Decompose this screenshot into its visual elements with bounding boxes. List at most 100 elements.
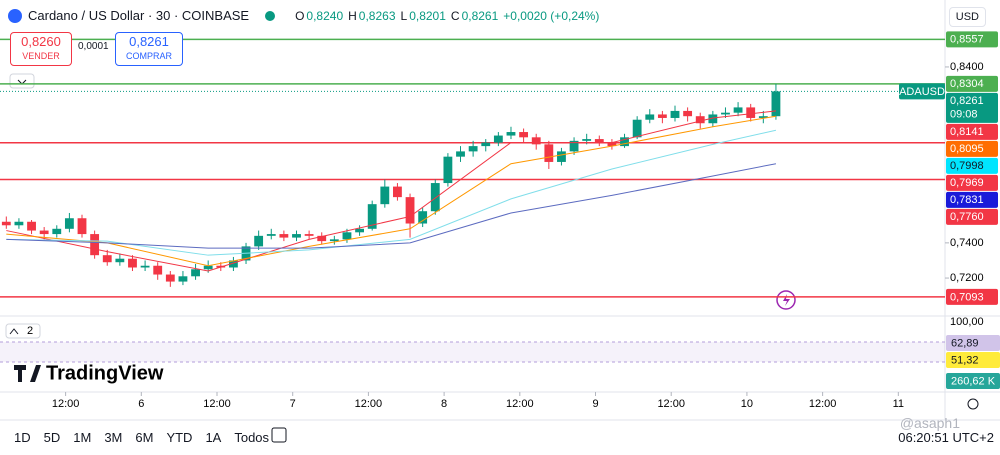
candle-body xyxy=(102,255,112,263)
price-tag xyxy=(946,123,998,140)
moving-average xyxy=(6,110,776,272)
moving-average xyxy=(6,129,777,256)
range-button[interactable]: 5D xyxy=(43,430,61,445)
price-tag xyxy=(946,174,998,191)
candle-body xyxy=(317,235,327,242)
currency[interactable]: USD xyxy=(948,7,986,27)
calendar-icon[interactable] xyxy=(271,427,287,443)
rsi-band xyxy=(0,342,945,362)
market-status xyxy=(265,10,276,21)
price-tag xyxy=(946,75,998,92)
candle-body xyxy=(569,140,579,152)
candle-body xyxy=(468,146,478,152)
price-tag-label: 0,7093 xyxy=(950,291,984,303)
price-tag xyxy=(946,191,998,208)
range-toolbar: 1D 5D 1M 3M 6M YTD 1A Todos xyxy=(14,430,269,445)
logo: TradingView xyxy=(14,362,164,384)
pane-tag-label: 260,62 K xyxy=(951,375,996,387)
candle-body xyxy=(721,112,730,115)
ohlc-key: L xyxy=(400,8,408,23)
x-tick-label: 12:00 xyxy=(506,398,534,410)
range-button[interactable]: 1A xyxy=(205,430,222,445)
candle-body xyxy=(582,139,592,141)
candle-body xyxy=(645,114,655,120)
ohlc-value: 0,8201 xyxy=(409,8,446,23)
candle-body xyxy=(266,234,276,236)
collapse-button[interactable] xyxy=(9,73,35,89)
x-tick-label: 12:00 xyxy=(657,398,685,410)
candle-body xyxy=(670,110,680,118)
candle-body xyxy=(292,234,301,238)
pane-badge-box[interactable] xyxy=(5,323,41,339)
candle-body xyxy=(380,186,390,205)
moving-average xyxy=(6,115,777,267)
x-tick-label: 12:00 xyxy=(203,398,231,410)
logo-mark xyxy=(14,365,41,382)
candle-body xyxy=(418,211,428,224)
header: Cardano / US Dollar · 30 · COINBASE O 0,8… xyxy=(8,8,602,23)
ohlc-value: 0,8263 xyxy=(358,8,396,23)
price-tag xyxy=(946,31,998,48)
range-button[interactable]: 1M xyxy=(73,430,92,445)
candle-body xyxy=(115,258,125,263)
change: +0,0020 (+0,24%) xyxy=(503,8,600,23)
x-tick-label: 9 xyxy=(592,398,598,410)
coin-icon xyxy=(8,8,22,23)
candle-body xyxy=(342,232,352,240)
settings-icon[interactable] xyxy=(967,398,979,410)
countdown: 09:08 xyxy=(950,109,978,121)
x-tick-label: 10 xyxy=(741,398,753,410)
pane-tag-label: 62,89 xyxy=(951,337,979,349)
ohlc-value: 0,8261 xyxy=(461,8,499,23)
buy-price: 0,8261 xyxy=(129,34,169,49)
y-tick-label: 0,7200 xyxy=(950,272,984,284)
candle-body xyxy=(632,119,642,138)
clock: 06:20:51 UTC+2 xyxy=(898,430,994,445)
candle-body xyxy=(456,151,465,157)
spread: 0,0001 xyxy=(78,41,109,52)
ohlc-key: C xyxy=(450,8,460,23)
sell-price: 0,8260 xyxy=(21,34,61,49)
candle-body xyxy=(443,156,453,184)
candle-body xyxy=(203,265,213,270)
candle-body xyxy=(165,274,175,282)
price-tag xyxy=(946,208,998,225)
sell-button[interactable]: 0,8260 VENDER xyxy=(10,32,72,66)
pane-badge: 2 xyxy=(27,325,33,337)
x-tick-label: 12:00 xyxy=(355,398,383,410)
price-tag-label: 0,8557 xyxy=(950,34,984,46)
candle-body xyxy=(355,228,364,233)
range-button[interactable]: YTD xyxy=(166,430,193,445)
candle-body xyxy=(367,204,377,229)
price-tag-label: 0,7998 xyxy=(950,160,984,172)
range-button[interactable]: 6M xyxy=(135,430,154,445)
candle-body xyxy=(683,110,693,117)
range-button[interactable]: 3M xyxy=(104,430,123,445)
candle-body xyxy=(758,116,768,118)
x-tick-label: 11 xyxy=(893,398,904,410)
candle-body xyxy=(191,269,200,277)
candle-body xyxy=(393,186,402,198)
candle-body xyxy=(493,135,503,143)
range-button[interactable]: Todos xyxy=(234,430,270,445)
candle-body xyxy=(695,116,705,124)
candle-body xyxy=(620,137,629,147)
candle-body xyxy=(430,183,440,212)
alert-bolt xyxy=(783,294,790,306)
candle-body xyxy=(544,144,554,162)
buy-button[interactable]: 0,8261 COMPRAR xyxy=(115,32,183,66)
candle-body xyxy=(557,151,566,162)
y-tick-label: 0,8400 xyxy=(950,61,984,73)
candle-body xyxy=(708,114,718,124)
candle-body xyxy=(14,221,24,226)
candle-body xyxy=(254,235,264,247)
price-tag xyxy=(946,157,998,174)
symbol-label: ADAUSD xyxy=(899,86,945,98)
pane-tag xyxy=(946,335,1000,351)
candle-body xyxy=(771,91,781,117)
x-tick-label: 6 xyxy=(138,398,144,410)
sell-label: VENDER xyxy=(22,51,60,61)
range-button[interactable]: 1D xyxy=(14,430,31,445)
